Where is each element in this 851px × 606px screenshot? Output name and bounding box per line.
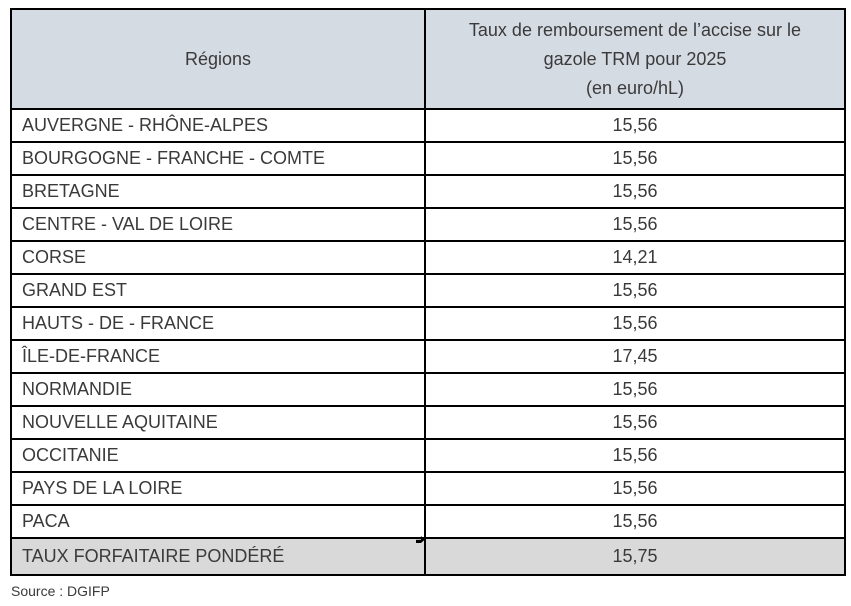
rate-cell: 15,56 [423, 306, 847, 341]
rate-cell: 15,56 [423, 141, 847, 176]
weighted-average-row: TAUX FORFAITAIRE PONDÉRÉ 15,75 [10, 537, 847, 576]
region-cell: AUVERGNE - RHÔNE-ALPES [10, 108, 426, 143]
rate-cell: 17,45 [423, 339, 847, 374]
region-cell: CORSE [10, 240, 426, 275]
table-row: PACA 15,56 [10, 504, 847, 539]
source-note: Source : DGIFP [11, 583, 110, 599]
fuel-tax-rebate-table: Régions Taux de remboursement de l’accis… [10, 8, 847, 576]
region-cell: PACA [10, 504, 426, 539]
rate-cell: 15,56 [423, 108, 847, 143]
rate-header-line2: gazole TRM pour 2025 [543, 48, 727, 69]
region-cell: BOURGOGNE - FRANCHE - COMTE [10, 141, 426, 176]
rate-header-line3: (en euro/hL) [585, 77, 685, 98]
region-cell: BRETAGNE [10, 174, 426, 209]
table-row: OCCITANIE 15,56 [10, 438, 847, 473]
header-row: Régions Taux de remboursement de l’accis… [10, 8, 847, 110]
region-cell: OCCITANIE [10, 438, 426, 473]
weighted-average-value: 15,75 [423, 537, 847, 576]
rate-cell: 15,56 [423, 174, 847, 209]
region-cell: GRAND EST [10, 273, 426, 308]
rate-cell: 15,56 [423, 471, 847, 506]
weighted-average-label: TAUX FORFAITAIRE PONDÉRÉ [10, 537, 426, 576]
table-row: BRETAGNE 15,56 [10, 174, 847, 209]
rate-cell: 15,56 [423, 504, 847, 539]
table-row: ÎLE-DE-FRANCE 17,45 [10, 339, 847, 374]
rate-cell: 15,56 [423, 273, 847, 308]
rate-cell: 15,56 [423, 207, 847, 242]
table-row: AUVERGNE - RHÔNE-ALPES 15,56 [10, 108, 847, 143]
rate-cell: 15,56 [423, 405, 847, 440]
region-cell: CENTRE - VAL DE LOIRE [10, 207, 426, 242]
table-row: CORSE 14,21 [10, 240, 847, 275]
region-cell: PAYS DE LA LOIRE [10, 471, 426, 506]
region-cell: NORMANDIE [10, 372, 426, 407]
region-cell: ÎLE-DE-FRANCE [10, 339, 426, 374]
table-row: GRAND EST 15,56 [10, 273, 847, 308]
rate-cell: 14,21 [423, 240, 847, 275]
table-row: CENTRE - VAL DE LOIRE 15,56 [10, 207, 847, 242]
rate-cell: 15,56 [423, 372, 847, 407]
rate-column-header: Taux de remboursement de l’accise sur le… [423, 8, 847, 110]
region-cell: NOUVELLE AQUITAINE [10, 405, 426, 440]
region-cell: HAUTS - DE - FRANCE [10, 306, 426, 341]
table-row: HAUTS - DE - FRANCE 15,56 [10, 306, 847, 341]
table-row: NOUVELLE AQUITAINE 15,56 [10, 405, 847, 440]
regions-column-header: Régions [10, 8, 426, 110]
rate-cell: 15,56 [423, 438, 847, 473]
table-row: PAYS DE LA LOIRE 15,56 [10, 471, 847, 506]
table-row: BOURGOGNE - FRANCHE - COMTE 15,56 [10, 141, 847, 176]
table-row: NORMANDIE 15,56 [10, 372, 847, 407]
rate-header-line1: Taux de remboursement de l’accise sur le [468, 19, 802, 40]
